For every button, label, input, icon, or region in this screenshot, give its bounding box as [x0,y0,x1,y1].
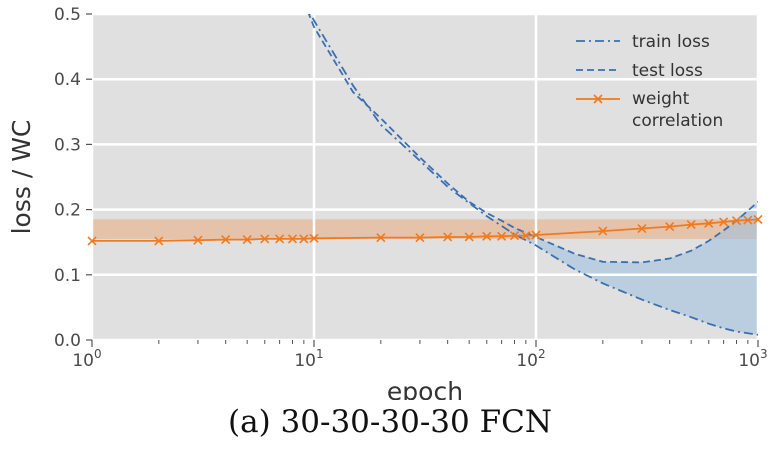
loss-gap-band [514,201,758,335]
shaded-bands [92,201,758,335]
y-tick-label: 0.3 [54,135,81,155]
loss-wc-chart: 0.0 0.1 0.2 0.3 0.4 0.5 100 101 102 103 epoch los… [7,5,768,400]
series-line-1 [307,14,758,264]
wc-data-point [299,234,309,244]
wc-data-point [287,234,298,244]
y-tick-label: 0.2 [54,201,81,221]
grid-lines [90,12,760,342]
y-tick-label: 0.5 [54,5,81,25]
wc-data-point [637,223,647,234]
x-tick-label: 101 [294,347,323,371]
y-tick-label: 0.0 [54,331,81,351]
wc-data-point [531,230,541,240]
x-tick-label: 103 [738,347,767,371]
axes: 0.0 0.1 0.2 0.3 0.4 0.5 100 101 102 103 [54,5,768,371]
legend-label-0: train loss [632,32,710,52]
wc-data-point [443,232,453,242]
legend-marker [593,94,603,104]
wc-data-point [193,235,203,245]
series-line-2 [92,218,758,242]
weight-correlation-band [92,219,758,239]
wc-data-point [686,220,696,230]
wc-data-point [87,236,97,246]
wc-data-point [598,226,608,236]
x-axis-label: epoch [387,377,463,400]
wc-data-point [464,232,474,242]
wc-data-point [665,221,675,232]
wc-data-point [482,231,492,241]
series-line-0 [309,14,758,336]
wc-data-point [509,231,520,241]
wc-data-point [275,234,285,244]
wc-data-point [731,216,742,226]
wc-data-point [743,215,753,225]
legend-label-2-0: weight [632,89,690,109]
legend-label-1: test loss [632,61,703,81]
x-tick-label: 102 [516,347,545,371]
wc-data-point [704,218,714,228]
wc-data-point [719,217,729,227]
series-lines [92,14,758,336]
wc-data-point [221,235,231,245]
x-tick-label: 100 [72,347,101,371]
wc-data-point [497,231,507,241]
wc-data-point [154,236,164,246]
wc-data-point [376,233,386,243]
wc-data-point [260,234,270,244]
y-tick-label: 0.1 [54,266,81,286]
y-axis-label: loss / WC [7,120,36,235]
y-tick-label: 0.4 [54,70,81,90]
series-markers [87,214,763,246]
wc-data-point [521,231,531,241]
wc-data-point [242,235,252,245]
legend-label-2-1: correlation [632,111,723,131]
wc-data-point [415,233,425,243]
figure-caption: (a) 30-30-30-30 FCN [228,404,552,440]
wc-data-point [309,233,319,243]
wc-data-point [753,214,763,224]
